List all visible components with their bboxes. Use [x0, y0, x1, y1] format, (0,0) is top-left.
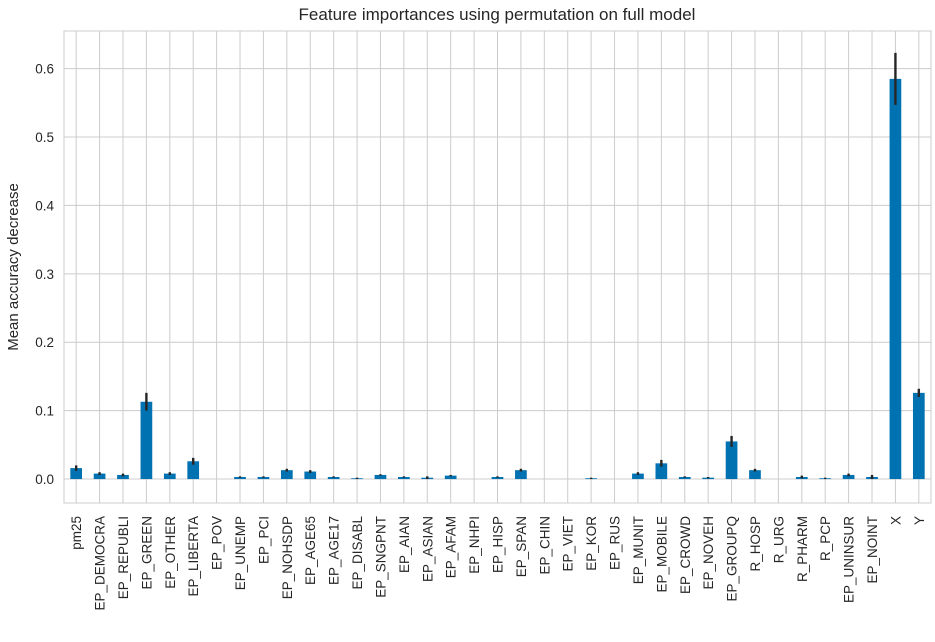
bar: [842, 474, 855, 480]
x-tick-label: EP_AGE17: [327, 516, 342, 585]
bar: [491, 477, 504, 480]
bar: [444, 475, 457, 480]
y-tick-label: 0.0: [35, 472, 54, 487]
bar: [234, 477, 246, 480]
y-tick-label: 0.2: [35, 335, 54, 350]
x-tick-label: EP_PCI: [256, 516, 271, 564]
bar: [725, 441, 738, 480]
x-tick-label: EP_OTHER: [163, 516, 178, 589]
x-tick-label: EP_DISABL: [350, 516, 365, 590]
x-tick-label: EP_CHIN: [537, 516, 552, 575]
x-tick-label: EP_MUNIT: [631, 516, 646, 584]
y-tick-label: 0.3: [35, 267, 54, 282]
bar: [117, 474, 129, 480]
bar: [515, 470, 527, 480]
x-tick-label: EP_ASIAN: [420, 516, 435, 582]
x-tick-label: EP_LIBERTA: [186, 516, 201, 597]
bar: [374, 474, 387, 480]
x-tick-label: EP_CROWD: [678, 516, 693, 594]
x-tick-label: Y: [912, 516, 927, 525]
bar: [257, 477, 270, 480]
x-tick-label: pm25: [69, 516, 84, 550]
bar: [912, 392, 925, 480]
x-tick-label: EP_POV: [210, 516, 225, 570]
x-tick-label: EP_AIAN: [397, 516, 412, 573]
x-tick-label: R_HOSP: [748, 516, 763, 572]
horizontal-gridlines: [64, 68, 931, 480]
x-tick-label: R_URG: [771, 516, 786, 563]
x-tick-label: EP_DEMOCRA: [93, 516, 108, 611]
bar: [187, 461, 200, 480]
x-tick-label: EP_NOVEH: [701, 516, 716, 590]
x-tick-label: EP_KOR: [584, 516, 599, 571]
bar: [749, 470, 761, 480]
y-tick-labels: 0.0 0.1 0.2 0.3 0.4 0.5 0.6: [35, 62, 54, 487]
x-tick-label: EP_REPUBLI: [116, 516, 131, 599]
bar: [163, 473, 176, 480]
x-tick-label: EP_SNGPNT: [373, 516, 388, 598]
bar: [304, 471, 317, 480]
bar: [889, 78, 902, 480]
x-tick-label: EP_VIET: [561, 516, 576, 572]
bar: [655, 463, 668, 480]
bars: [70, 78, 925, 480]
x-tick-label: EP_HISP: [491, 516, 506, 573]
x-tick-labels: pm25 EP_DEMOCRA EP_REPUBLI EP_GREEN EP_OTHER…: [69, 516, 927, 611]
y-tick-label: 0.4: [35, 198, 54, 213]
chart-title: Feature importances using permutation on…: [299, 5, 696, 24]
x-tick-label: EP_GREEN: [139, 516, 154, 590]
x-tick-label: R_PCP: [818, 516, 833, 561]
bar: [632, 473, 644, 480]
x-tick-label: EP_NHPI: [467, 516, 482, 574]
x-tick-label: EP_SPAN: [514, 516, 529, 577]
x-tick-label: EP_UNINSUR: [842, 516, 857, 603]
y-tick-label: 0.5: [35, 130, 54, 145]
bar: [280, 470, 293, 480]
x-tick-label: EP_GROUPQ: [725, 516, 740, 602]
x-tick-label: EP_AGE65: [303, 516, 318, 585]
x-tick-label: X: [888, 516, 903, 525]
y-tick-label: 0.6: [35, 62, 54, 77]
bar: [70, 468, 83, 480]
x-tick-label: EP_MOBILE: [654, 516, 669, 593]
x-tick-label: EP_NOINT: [865, 516, 880, 584]
bar: [678, 477, 691, 480]
error-bars: [74, 52, 921, 480]
x-tick-label: EP_NOHSDP: [280, 516, 295, 599]
x-tick-label: EP_UNEMP: [233, 516, 248, 590]
bar: [140, 401, 153, 480]
plot-frame: [63, 30, 932, 504]
x-tick-label: EP_RUS: [608, 516, 623, 570]
bar: [398, 477, 410, 480]
x-tick-label: EP_AFAM: [444, 516, 459, 578]
y-axis-label: Mean accuracy decrease: [5, 183, 22, 351]
bar: [93, 473, 106, 480]
y-tick-label: 0.1: [35, 404, 54, 419]
x-tick-label: R_PHARM: [795, 516, 810, 582]
bar: [327, 477, 340, 480]
